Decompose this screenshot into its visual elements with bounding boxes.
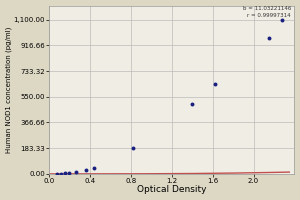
Point <box>55 172 60 175</box>
Point <box>190 102 195 105</box>
Point <box>83 169 88 172</box>
Point <box>92 167 97 170</box>
Point <box>59 172 64 175</box>
Text: b = 11.03221146
r = 0.99997314: b = 11.03221146 r = 0.99997314 <box>243 6 291 18</box>
X-axis label: Optical Density: Optical Density <box>137 185 206 194</box>
Point <box>212 83 217 86</box>
Point <box>63 172 68 175</box>
Point <box>73 170 78 174</box>
Point <box>280 18 285 21</box>
Point <box>130 147 135 150</box>
Y-axis label: Human NOD1 concentration (pg/ml): Human NOD1 concentration (pg/ml) <box>6 27 12 153</box>
Point <box>266 36 271 39</box>
Point <box>67 171 71 174</box>
